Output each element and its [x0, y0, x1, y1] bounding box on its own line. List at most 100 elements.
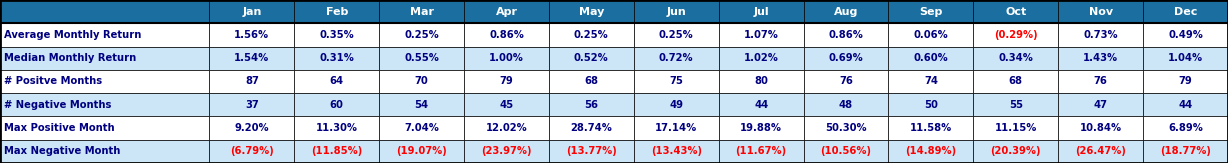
Text: 0.86%: 0.86%: [829, 30, 863, 40]
Bar: [1143, 70, 1228, 93]
Text: 50: 50: [923, 100, 938, 110]
Bar: [974, 116, 1059, 140]
Bar: [379, 140, 464, 163]
Bar: [718, 23, 803, 47]
Text: (11.85%): (11.85%): [311, 146, 362, 156]
Text: 68: 68: [1008, 76, 1023, 87]
Text: 0.69%: 0.69%: [829, 53, 863, 63]
Bar: [0, 116, 210, 140]
Bar: [718, 140, 803, 163]
Bar: [295, 93, 379, 116]
Text: 1.56%: 1.56%: [235, 30, 269, 40]
Bar: [379, 0, 464, 23]
Bar: [379, 23, 464, 47]
Text: (19.07%): (19.07%): [397, 146, 447, 156]
Bar: [549, 116, 634, 140]
Text: 54: 54: [415, 100, 429, 110]
Bar: [889, 70, 974, 93]
Bar: [1059, 140, 1143, 163]
Bar: [549, 47, 634, 70]
Text: (18.77%): (18.77%): [1160, 146, 1211, 156]
Text: 11.58%: 11.58%: [910, 123, 952, 133]
Text: Jun: Jun: [667, 7, 686, 17]
Text: 44: 44: [1179, 100, 1192, 110]
Bar: [0, 47, 210, 70]
Text: 17.14%: 17.14%: [655, 123, 698, 133]
Bar: [210, 116, 295, 140]
Text: Oct: Oct: [1006, 7, 1027, 17]
Text: Mar: Mar: [410, 7, 433, 17]
Text: (14.89%): (14.89%): [905, 146, 957, 156]
Text: 0.25%: 0.25%: [659, 30, 694, 40]
Bar: [464, 0, 549, 23]
Text: Max Negative Month: Max Negative Month: [4, 146, 120, 156]
Text: # Negative Months: # Negative Months: [4, 100, 112, 110]
Text: 1.04%: 1.04%: [1168, 53, 1203, 63]
Text: 0.52%: 0.52%: [573, 53, 609, 63]
Bar: [0, 23, 210, 47]
Bar: [974, 23, 1059, 47]
Bar: [634, 140, 718, 163]
Text: Average Monthly Return: Average Monthly Return: [4, 30, 141, 40]
Bar: [210, 23, 295, 47]
Text: 70: 70: [415, 76, 429, 87]
Bar: [718, 116, 803, 140]
Text: (20.39%): (20.39%): [991, 146, 1041, 156]
Bar: [634, 116, 718, 140]
Bar: [803, 23, 889, 47]
Text: 49: 49: [669, 100, 683, 110]
Text: 79: 79: [1179, 76, 1192, 87]
Text: 1.07%: 1.07%: [744, 30, 779, 40]
Bar: [803, 70, 889, 93]
Bar: [1059, 93, 1143, 116]
Bar: [379, 70, 464, 93]
Bar: [464, 116, 549, 140]
Text: 48: 48: [839, 100, 853, 110]
Bar: [379, 93, 464, 116]
Text: 0.86%: 0.86%: [489, 30, 524, 40]
Text: 76: 76: [839, 76, 853, 87]
Bar: [634, 23, 718, 47]
Bar: [210, 93, 295, 116]
Text: 0.35%: 0.35%: [319, 30, 354, 40]
Text: Max Positive Month: Max Positive Month: [4, 123, 114, 133]
Text: 28.74%: 28.74%: [571, 123, 613, 133]
Bar: [974, 70, 1059, 93]
Text: 1.54%: 1.54%: [235, 53, 269, 63]
Text: 37: 37: [244, 100, 259, 110]
Text: 7.04%: 7.04%: [404, 123, 440, 133]
Bar: [1143, 0, 1228, 23]
Text: 56: 56: [585, 100, 598, 110]
Text: (0.29%): (0.29%): [993, 30, 1038, 40]
Bar: [1143, 93, 1228, 116]
Text: 79: 79: [500, 76, 513, 87]
Text: 68: 68: [585, 76, 598, 87]
Bar: [634, 93, 718, 116]
Bar: [1059, 70, 1143, 93]
Bar: [210, 47, 295, 70]
Bar: [634, 70, 718, 93]
Bar: [1143, 47, 1228, 70]
Text: 0.25%: 0.25%: [404, 30, 438, 40]
Bar: [974, 47, 1059, 70]
Text: 6.89%: 6.89%: [1168, 123, 1203, 133]
Bar: [549, 140, 634, 163]
Bar: [803, 116, 889, 140]
Bar: [718, 70, 803, 93]
Bar: [210, 70, 295, 93]
Bar: [464, 23, 549, 47]
Text: (26.47%): (26.47%): [1076, 146, 1126, 156]
Bar: [549, 23, 634, 47]
Text: 0.34%: 0.34%: [998, 53, 1033, 63]
Bar: [889, 47, 974, 70]
Text: (13.43%): (13.43%): [651, 146, 701, 156]
Bar: [803, 93, 889, 116]
Text: 0.06%: 0.06%: [914, 30, 948, 40]
Text: 19.88%: 19.88%: [740, 123, 782, 133]
Text: Aug: Aug: [834, 7, 858, 17]
Text: (13.77%): (13.77%): [566, 146, 616, 156]
Text: 0.25%: 0.25%: [573, 30, 609, 40]
Bar: [974, 140, 1059, 163]
Bar: [889, 93, 974, 116]
Bar: [549, 93, 634, 116]
